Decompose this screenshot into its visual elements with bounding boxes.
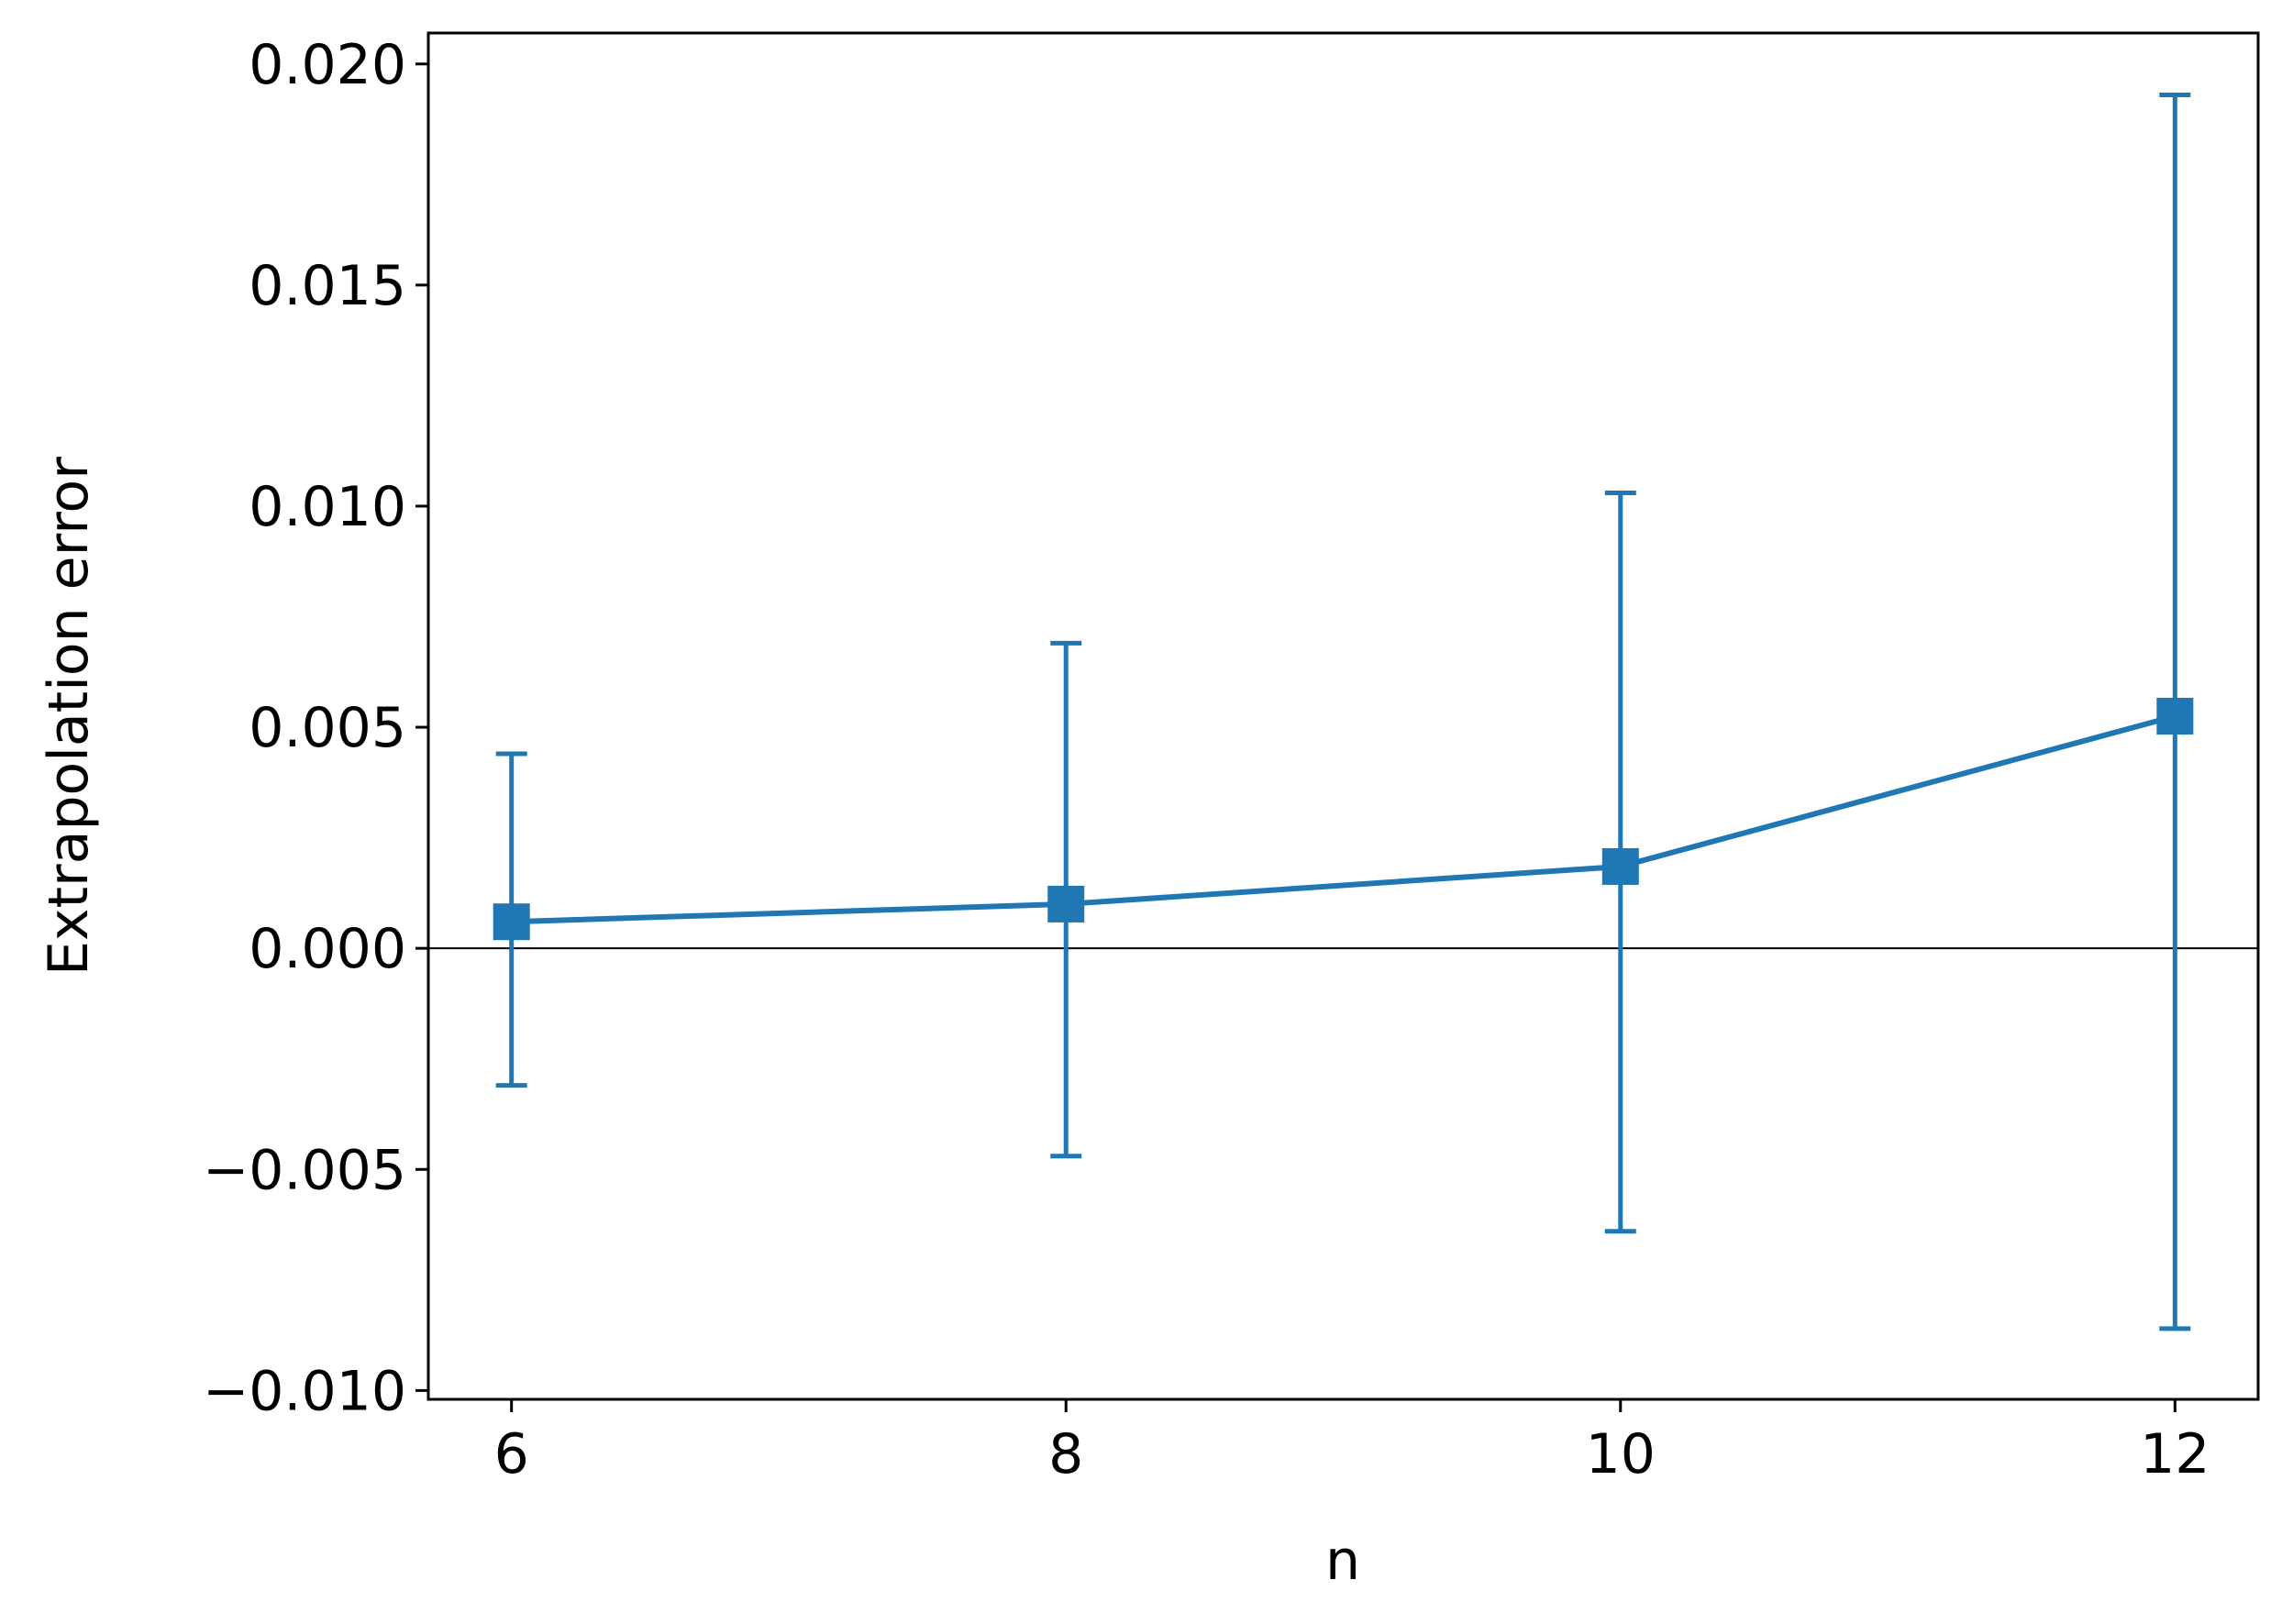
y-axis-ticks: −0.010 −0.005 0.000 0.005 0.010 0.015 0.020 — [203, 33, 428, 1423]
y-tick-label: −0.005 — [203, 1138, 406, 1202]
data-point-marker — [1047, 885, 1085, 922]
data-point-marker — [1601, 847, 1639, 885]
data-markers — [493, 698, 2194, 941]
y-tick-label: −0.010 — [203, 1359, 406, 1423]
plot-area — [428, 33, 2258, 1399]
x-tick-label: 12 — [2140, 1422, 2210, 1486]
y-tick-label: 0.015 — [249, 254, 406, 318]
plot-frame — [426, 31, 2260, 1401]
x-axis-label: n — [1325, 1529, 1360, 1593]
y-tick-label: 0.020 — [249, 33, 406, 97]
y-tick-label: 0.005 — [249, 696, 406, 760]
series-line — [511, 713, 2177, 925]
data-point-marker — [2156, 698, 2194, 735]
y-axis-label: Extrapolation error — [37, 457, 101, 976]
x-axis-ticks: 6 8 10 12 — [494, 1399, 2210, 1486]
x-tick-label: 10 — [1586, 1422, 1656, 1486]
x-tick-label: 6 — [494, 1422, 529, 1486]
x-tick-label: 8 — [1048, 1422, 1083, 1486]
y-tick-label: 0.010 — [249, 475, 406, 539]
data-point-marker — [493, 903, 530, 941]
y-tick-label: 0.000 — [249, 917, 406, 981]
